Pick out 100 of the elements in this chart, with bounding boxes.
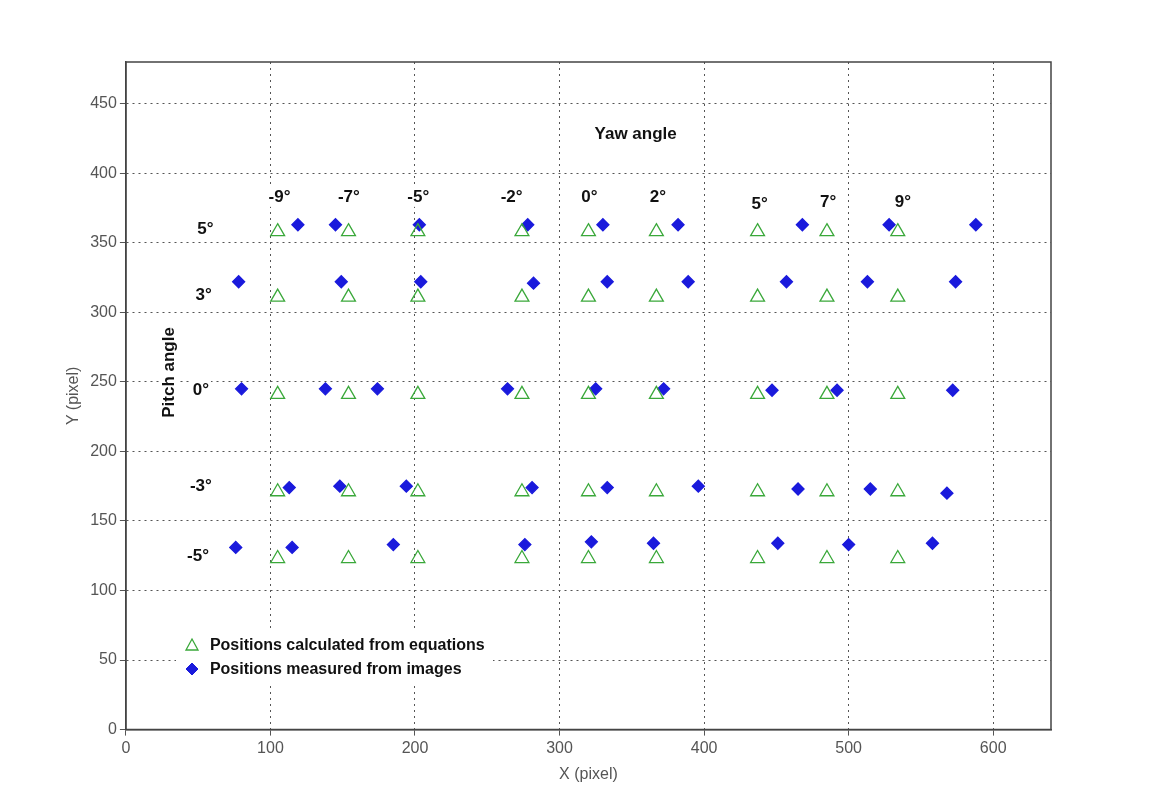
point (410, 288, 426, 302)
x-tick-label: 400 (690, 738, 718, 756)
point (648, 483, 664, 497)
y-tick-label: 100 (90, 580, 117, 598)
x-axis-title: X (pixel) (559, 764, 618, 782)
point (580, 483, 597, 497)
annotation: Pitch angle (159, 327, 179, 418)
point (518, 537, 532, 552)
point (648, 288, 664, 302)
annotation: -5° (187, 545, 210, 565)
point (648, 223, 664, 237)
y-tick-label: 250 (90, 372, 117, 390)
point (526, 276, 541, 290)
point (580, 223, 597, 237)
point (819, 223, 835, 237)
point (749, 223, 766, 237)
point (291, 218, 305, 232)
point (890, 385, 906, 400)
x-tick-label: 300 (546, 738, 573, 756)
annotation: 9° (894, 191, 912, 211)
point (860, 275, 875, 289)
point (580, 385, 597, 400)
point (580, 288, 597, 302)
point (890, 549, 906, 564)
point (270, 549, 286, 564)
annotation: 7° (819, 191, 837, 211)
y-tick-label: 50 (99, 650, 117, 668)
point (514, 483, 530, 497)
point (779, 275, 794, 289)
y-tick-label: 150 (90, 511, 117, 529)
legend-label: Positions calculated from equations (209, 635, 485, 654)
x-tick-label: 200 (401, 738, 429, 756)
annotation: Yaw angle (594, 123, 677, 143)
point (819, 288, 835, 302)
point (270, 385, 286, 400)
point (749, 483, 766, 497)
point (282, 480, 296, 495)
point (334, 275, 348, 289)
point (691, 479, 705, 493)
y-axis-title: Y (pixel) (64, 366, 82, 425)
point (771, 536, 785, 550)
point (749, 288, 766, 302)
point (890, 223, 906, 237)
point (514, 288, 530, 302)
annotation: 0° (581, 186, 598, 206)
point (318, 382, 333, 396)
point (749, 385, 766, 400)
point (648, 385, 664, 400)
point (410, 549, 426, 564)
point (589, 382, 603, 396)
x-tick-label: 500 (835, 738, 863, 756)
annotation: 5° (197, 219, 214, 239)
point (819, 385, 835, 400)
point (514, 549, 530, 564)
point (328, 218, 343, 232)
point (890, 483, 906, 497)
point (600, 480, 614, 495)
y-tick-label: 0 (107, 720, 117, 738)
point (946, 383, 960, 397)
x-tick-label: 600 (979, 738, 1007, 756)
point (940, 486, 954, 500)
point (819, 483, 835, 497)
point (580, 549, 597, 564)
point (863, 482, 877, 496)
point (500, 382, 515, 396)
point (671, 218, 685, 232)
point (925, 536, 940, 550)
annotation: -5° (407, 186, 430, 206)
point (795, 218, 810, 232)
point (882, 218, 896, 232)
point (229, 540, 243, 555)
point (333, 479, 347, 493)
point (596, 218, 610, 232)
point (410, 223, 426, 237)
annotation: -7° (337, 186, 360, 206)
point (819, 549, 835, 564)
point (340, 223, 357, 237)
point (285, 540, 299, 555)
annotation: 3° (195, 285, 212, 305)
annotation: -9° (268, 186, 291, 206)
point (340, 385, 357, 400)
annotation: 2° (649, 186, 667, 206)
point (340, 549, 357, 564)
point (386, 537, 400, 552)
y-tick-label: 450 (90, 94, 117, 112)
point (948, 275, 963, 289)
annotation: -2° (500, 186, 523, 206)
point (525, 480, 539, 495)
point (340, 483, 357, 497)
x-tick-label: 100 (257, 738, 284, 756)
point (584, 535, 598, 549)
y-tick-label: 200 (90, 441, 117, 459)
y-tick-label: 300 (90, 302, 117, 320)
annotation: 0° (192, 380, 210, 400)
point (399, 479, 413, 493)
point (969, 218, 983, 232)
point (646, 536, 661, 550)
x-tick-label: 0 (121, 738, 131, 756)
y-tick-label: 400 (90, 163, 117, 181)
point (749, 549, 766, 564)
